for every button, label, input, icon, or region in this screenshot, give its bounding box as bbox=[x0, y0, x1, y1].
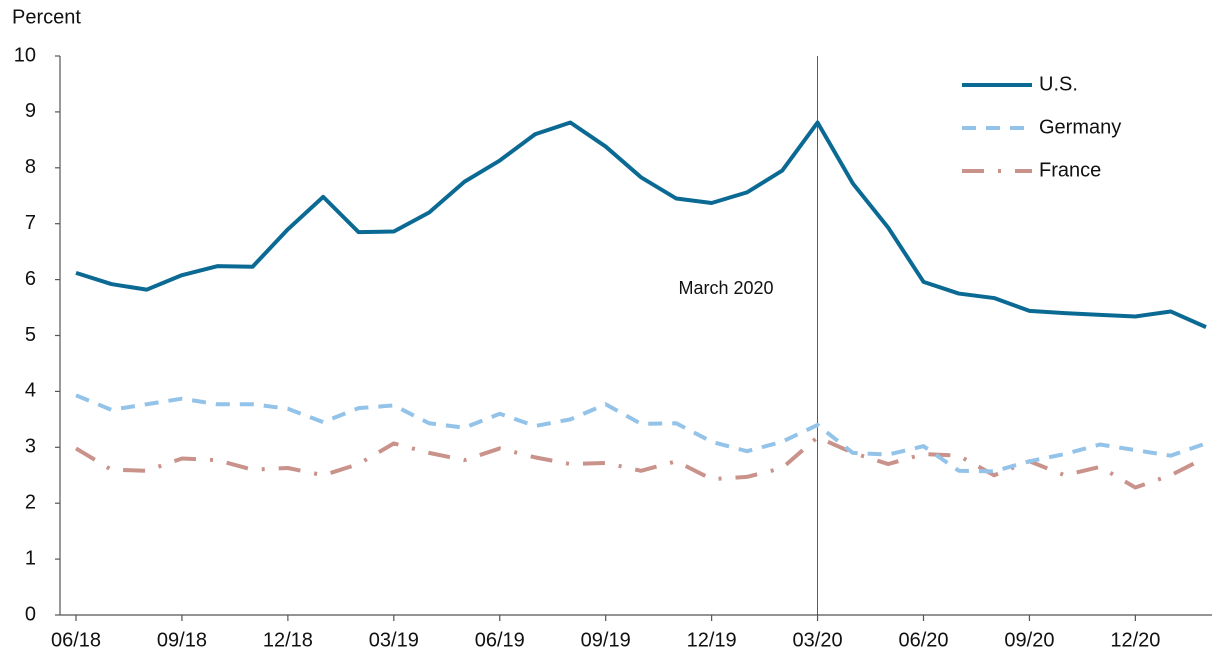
y-tick-label: 5 bbox=[25, 324, 36, 346]
y-tick-label: 4 bbox=[25, 380, 36, 402]
x-tick-label: 12/18 bbox=[263, 629, 313, 651]
y-tick-label: 2 bbox=[25, 491, 36, 513]
legend-label: France bbox=[1039, 159, 1101, 181]
x-tick-label: 03/19 bbox=[369, 629, 419, 651]
x-tick-label: 03/20 bbox=[793, 629, 843, 651]
annotation: March 2020 bbox=[679, 278, 774, 298]
x-tick-label: 06/20 bbox=[898, 629, 948, 651]
x-tick-label: 12/20 bbox=[1110, 629, 1160, 651]
x-tick-label: 06/18 bbox=[51, 629, 101, 651]
x-tick-label: 06/19 bbox=[475, 629, 525, 651]
y-tick-label: 1 bbox=[25, 547, 36, 569]
y-tick-label: 3 bbox=[25, 436, 36, 458]
legend-label: Germany bbox=[1039, 116, 1121, 138]
x-tick-label: 09/18 bbox=[157, 629, 207, 651]
x-tick-label: 09/19 bbox=[581, 629, 631, 651]
y-tick-label: 7 bbox=[25, 212, 36, 234]
series-line bbox=[75, 393, 1207, 474]
series-line bbox=[74, 435, 1207, 490]
y-tick-label: 8 bbox=[25, 156, 36, 178]
series-line bbox=[75, 120, 1207, 329]
y-tick-label: 6 bbox=[25, 268, 36, 290]
y-axis-label: Percent bbox=[12, 6, 81, 28]
legend-label: U.S. bbox=[1039, 73, 1078, 95]
y-tick-label: 0 bbox=[25, 603, 36, 625]
x-tick-label: 09/20 bbox=[1004, 629, 1054, 651]
x-tick-label: 12/19 bbox=[687, 629, 737, 651]
y-tick-label: 9 bbox=[25, 100, 36, 122]
y-tick-label: 10 bbox=[14, 44, 36, 66]
